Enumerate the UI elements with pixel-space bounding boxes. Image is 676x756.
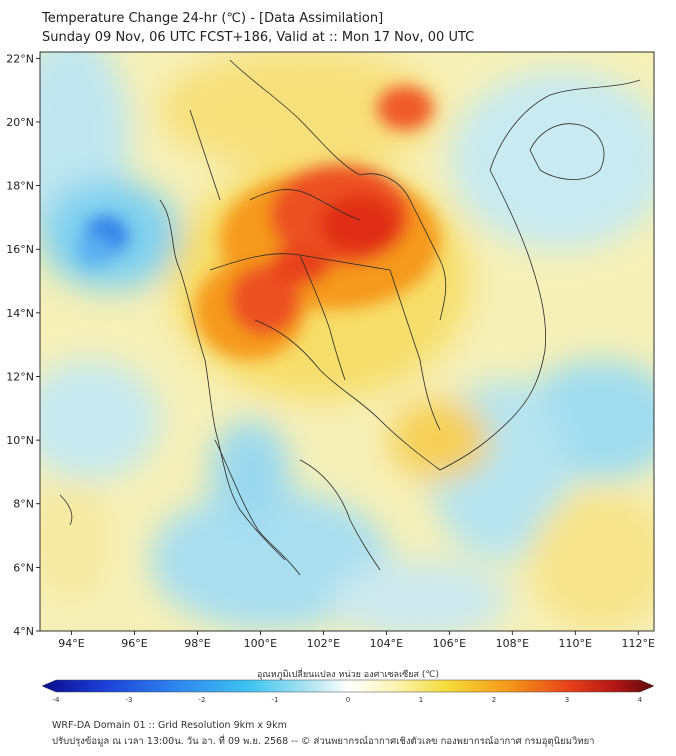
colorbar-tick-label: -2 <box>199 696 206 704</box>
colorbar-tick-label: 0 <box>346 696 350 704</box>
lat-tick-label: 4°N <box>13 625 34 638</box>
colorbar-tick-label: 1 <box>419 696 423 704</box>
colorbar-label: อุณหภูมิเปลี่ยนแปลง หน่วย องศาเซลเซียส (… <box>257 667 439 680</box>
lon-tick-label: 106°E <box>433 637 466 650</box>
colorbar-ticks: -4 -3 -2 -1 0 1 2 3 4 <box>53 696 643 704</box>
lat-tick-label: 12°N <box>6 370 34 383</box>
lat-tick-label: 18°N <box>6 180 34 193</box>
lat-tick-label: 6°N <box>13 561 34 574</box>
lon-tick-label: 104°E <box>370 637 403 650</box>
lat-tick-label: 10°N <box>6 434 34 447</box>
colorbar-tick-label: 4 <box>638 696 643 704</box>
colorbar-tick-label: -1 <box>272 696 279 704</box>
colorbar <box>41 679 655 693</box>
lon-tick-label: 94°E <box>58 637 84 650</box>
lat-tick-label: 20°N <box>6 116 34 129</box>
latitude-ticks: 22°N 20°N 18°N 16°N 14°N 12°N 10°N 8°N 6°N 4°N <box>6 52 40 638</box>
lat-tick-label: 8°N <box>13 498 34 511</box>
colorbar-tick-label: -3 <box>126 696 133 704</box>
lon-tick-label: 108°E <box>496 637 529 650</box>
lon-tick-label: 98°E <box>184 637 210 650</box>
update-credit: ปรับปรุงข้อมูล ณ เวลา 13:00น. วัน อา. ที… <box>52 736 595 747</box>
colorbar-tick-label: 3 <box>565 696 569 704</box>
lat-tick-label: 14°N <box>6 307 34 320</box>
temperature-map: 94°E 96°E 98°E 100°E 102°E 104°E 106°E 108°E 110… <box>6 51 655 704</box>
chart-subtitle: Sunday 09 Nov, 06 UTC FCST+186, Valid at… <box>42 30 475 45</box>
lon-tick-label: 102°E <box>307 637 340 650</box>
lon-tick-label: 100°E <box>244 637 277 650</box>
model-info: WRF-DA Domain 01 :: Grid Resolution 9km … <box>52 720 287 731</box>
map-frame <box>39 51 655 632</box>
lon-tick-label: 112°E <box>622 637 655 650</box>
lon-tick-label: 110°E <box>559 637 592 650</box>
temperature-field <box>40 52 654 631</box>
coastline-borders <box>59 59 641 576</box>
lat-tick-label: 16°N <box>6 243 34 256</box>
lat-tick-label: 22°N <box>6 52 34 65</box>
colorbar-tick-label: 2 <box>492 696 496 704</box>
longitude-ticks: 94°E 96°E 98°E 100°E 102°E 104°E 106°E 108°E 110… <box>58 631 655 650</box>
lon-tick-label: 96°E <box>121 637 147 650</box>
chart-title: Temperature Change 24-hr (℃) - [Data Ass… <box>42 11 384 26</box>
colorbar-tick-label: -4 <box>53 696 61 704</box>
